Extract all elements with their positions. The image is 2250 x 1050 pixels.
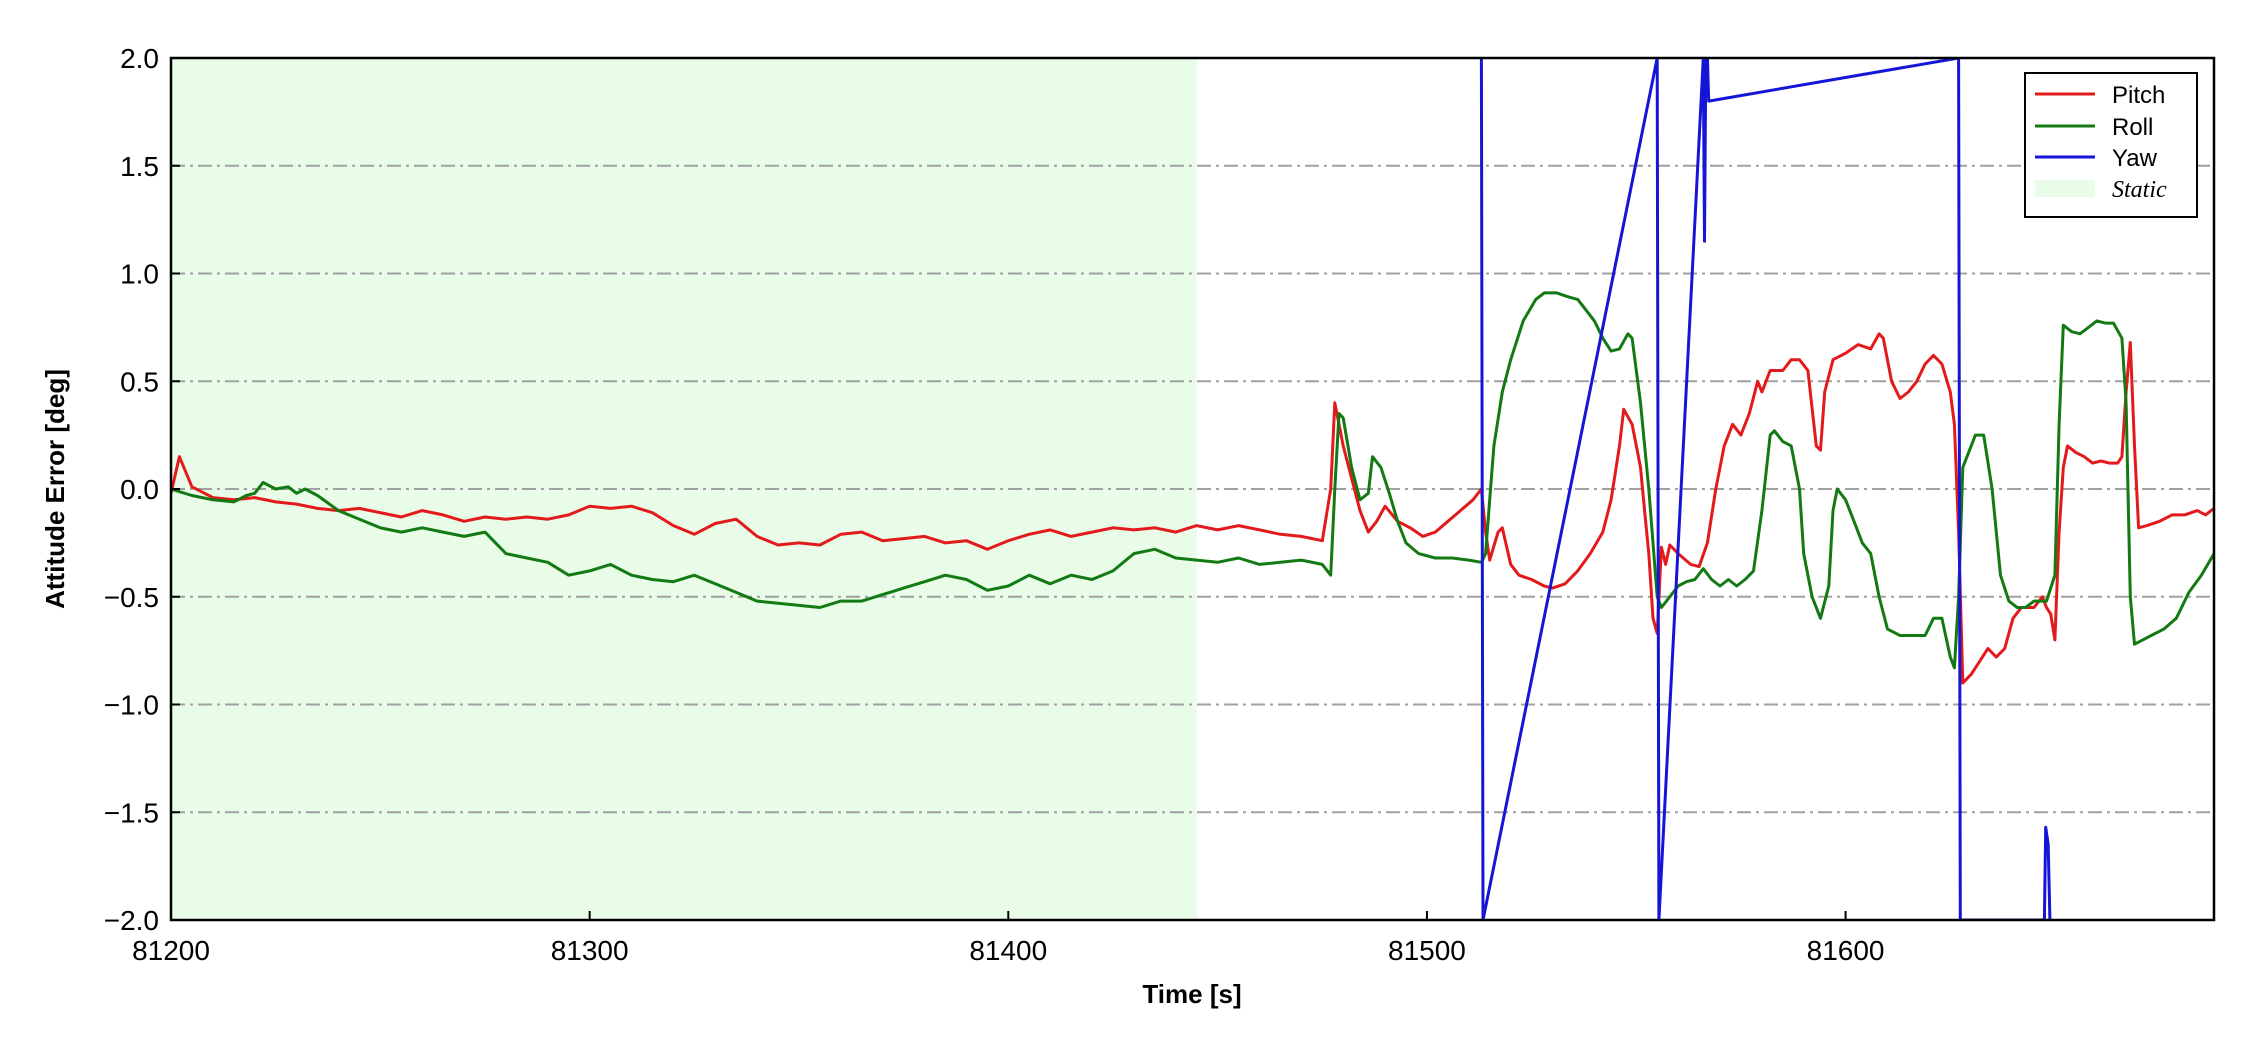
x-tick-label: 81200 [132, 935, 210, 966]
y-tick-label: −1.5 [104, 797, 159, 828]
y-tick-label: 2.0 [120, 43, 159, 74]
legend-roll-label: Roll [2112, 114, 2153, 141]
grid-lines [171, 164, 2214, 814]
y-tick-label: −2.0 [104, 905, 159, 936]
y-tick-label: 1.0 [120, 259, 159, 290]
x-axis-title: Time [s] [1142, 979, 1241, 1009]
series-yaw-line [1479, 58, 2052, 920]
series-pitch-line [171, 332, 2214, 685]
y-tick-label: −1.0 [104, 690, 159, 721]
y-tick-label: 0.0 [120, 474, 159, 505]
x-tick-label: 81400 [969, 935, 1047, 966]
series-roll-line [171, 291, 2214, 670]
y-tick-label: −0.5 [104, 582, 159, 613]
y-tick-label: 1.5 [120, 151, 159, 182]
x-tick-label: 81300 [551, 935, 629, 966]
axis-ticks [170, 57, 1847, 921]
x-tick-label: 81500 [1388, 935, 1466, 966]
legend-static-label: Static [2112, 177, 2167, 203]
x-tick-labels: 81200 81300 81400 81500 81600 [132, 935, 1884, 966]
y-tick-label: 0.5 [120, 366, 159, 397]
y-axis-title: Attitude Error [deg] [40, 369, 70, 609]
x-tick-label: 81600 [1807, 935, 1885, 966]
legend-pitch-label: Pitch [2112, 82, 2165, 109]
legend-static-swatch [2035, 180, 2095, 197]
legend: Pitch Roll Yaw Static [2024, 72, 2198, 218]
y-tick-labels: −2.0 −1.5 −1.0 −0.5 0.0 0.5 1.0 1.5 2.0 [104, 43, 159, 936]
series-lines [171, 58, 2214, 920]
legend-yaw-label: Yaw [2112, 145, 2158, 172]
